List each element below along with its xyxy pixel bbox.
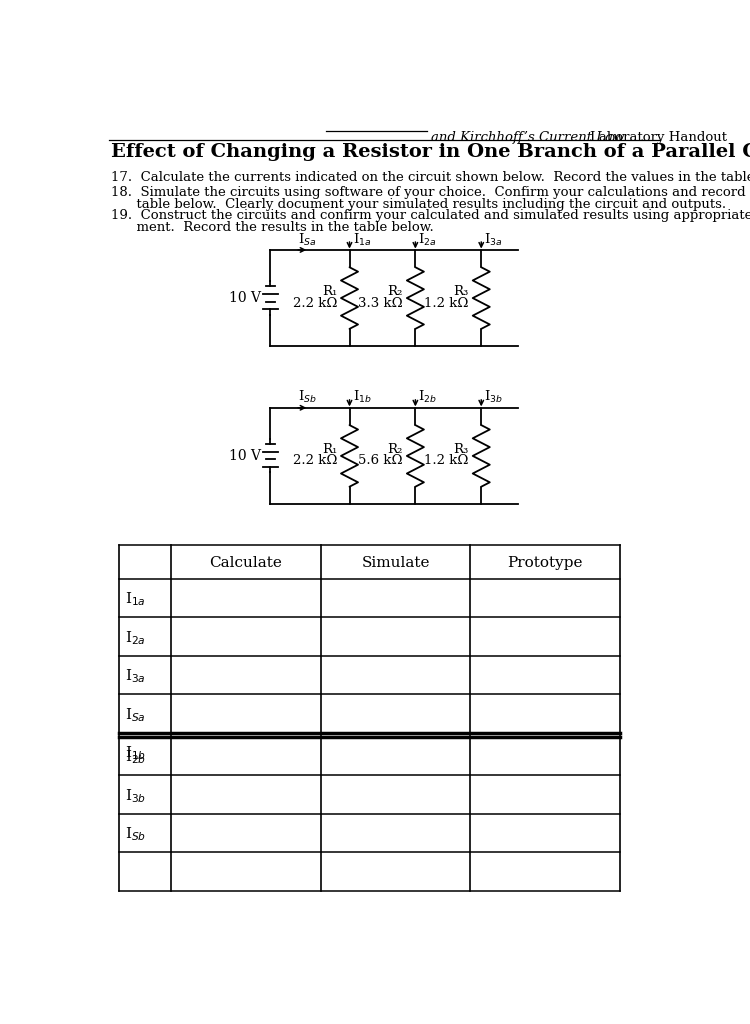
Text: 2.2 kΩ: 2.2 kΩ — [292, 455, 337, 467]
Text: R₂: R₂ — [388, 285, 403, 298]
Text: I$_{Sa}$: I$_{Sa}$ — [298, 231, 316, 248]
Text: I$_{1b}$: I$_{1b}$ — [352, 389, 371, 406]
Text: I$_{2a}$: I$_{2a}$ — [124, 629, 146, 647]
Text: 5.6 kΩ: 5.6 kΩ — [358, 455, 403, 467]
Text: R₂: R₂ — [388, 442, 403, 456]
Text: Effect of Changing a Resistor in One Branch of a Parallel Circuit: Effect of Changing a Resistor in One Bra… — [111, 143, 750, 161]
Text: I$_{1a}$: I$_{1a}$ — [352, 231, 371, 248]
Text: R₃: R₃ — [454, 285, 469, 298]
Text: I$_{Sb}$: I$_{Sb}$ — [298, 389, 317, 406]
Text: I$_{2a}$: I$_{2a}$ — [419, 231, 436, 248]
Text: I$_{Sa}$: I$_{Sa}$ — [124, 707, 146, 724]
Text: table below.  Clearly document your simulated results including the circuit and : table below. Clearly document your simul… — [111, 198, 726, 211]
Text: and Kirchhoff’s Current Law: and Kirchhoff’s Current Law — [430, 131, 624, 144]
Text: 10 V: 10 V — [230, 291, 261, 305]
Text: Laboratory Handout: Laboratory Handout — [590, 131, 727, 144]
Text: 10 V: 10 V — [230, 449, 261, 463]
Text: I$_{3a}$: I$_{3a}$ — [124, 668, 146, 685]
Text: 1.2 kΩ: 1.2 kΩ — [424, 455, 469, 467]
Text: I$_{3b}$: I$_{3b}$ — [484, 389, 503, 406]
Text: 1.2 kΩ: 1.2 kΩ — [424, 297, 469, 309]
Text: Simulate: Simulate — [362, 556, 430, 570]
Text: 3.3 kΩ: 3.3 kΩ — [358, 297, 403, 309]
Text: I$_{3b}$: I$_{3b}$ — [124, 787, 146, 805]
Text: R₁: R₁ — [322, 442, 337, 456]
Text: I$_{2b}$: I$_{2b}$ — [419, 389, 437, 406]
Text: I$_{Sb}$: I$_{Sb}$ — [124, 825, 146, 843]
Text: Calculate: Calculate — [209, 556, 283, 570]
Text: Prototype: Prototype — [508, 556, 583, 570]
Text: R₁: R₁ — [322, 285, 337, 298]
Text: ment.  Record the results in the table below.: ment. Record the results in the table be… — [111, 220, 433, 233]
Text: I$_{2b}$: I$_{2b}$ — [124, 749, 146, 766]
Text: I$_{3a}$: I$_{3a}$ — [484, 231, 502, 248]
Text: 18.  Simulate the circuits using software of your choice.  Confirm your calculat: 18. Simulate the circuits using software… — [111, 186, 750, 199]
Text: 17.  Calculate the currents indicated on the circuit shown below.  Record the va: 17. Calculate the currents indicated on … — [111, 171, 750, 183]
Text: R₃: R₃ — [454, 442, 469, 456]
Text: I$_{1b}$: I$_{1b}$ — [124, 744, 146, 762]
Text: I$_{1a}$: I$_{1a}$ — [124, 591, 146, 608]
Text: 19.  Construct the circuits and confirm your calculated and simulated results us: 19. Construct the circuits and confirm y… — [111, 209, 750, 222]
Text: 2.2 kΩ: 2.2 kΩ — [292, 297, 337, 309]
